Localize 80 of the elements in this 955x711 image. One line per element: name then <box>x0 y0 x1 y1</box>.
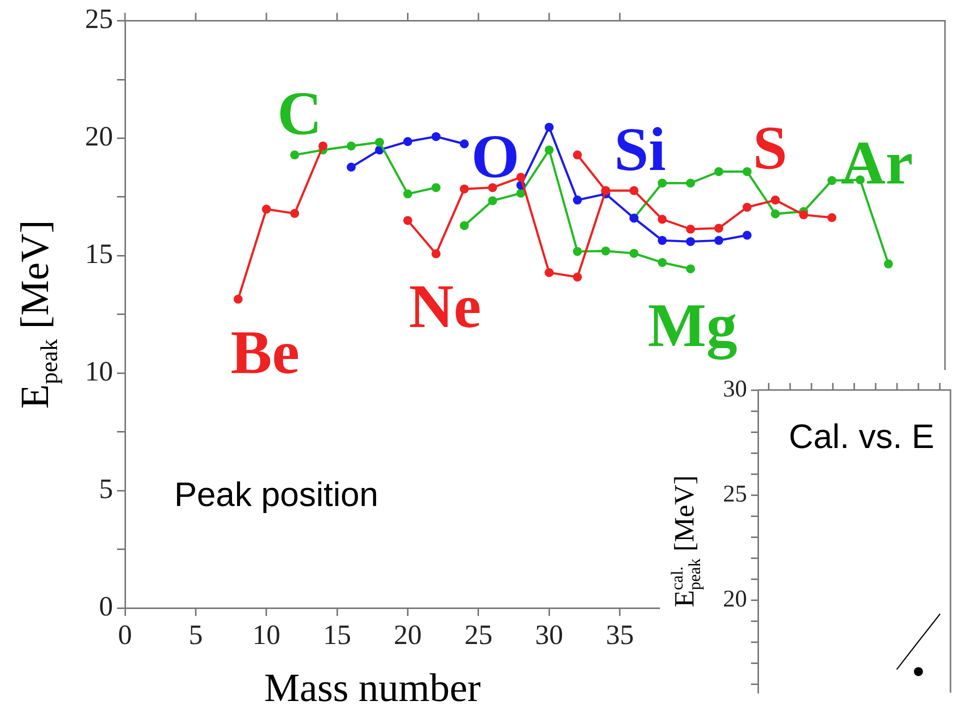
point <box>234 294 243 304</box>
point <box>714 224 724 233</box>
series-label: Mg <box>648 292 738 360</box>
point <box>432 249 441 258</box>
y-tick-label: 0 <box>99 591 113 622</box>
point <box>686 264 696 274</box>
point <box>658 178 667 188</box>
point <box>544 268 554 278</box>
point <box>346 141 356 150</box>
series-label: Ne <box>408 272 482 341</box>
point <box>629 186 638 196</box>
point <box>742 230 752 240</box>
point <box>658 236 667 245</box>
point <box>403 216 412 225</box>
y-axis-title: Epeak [MeV] <box>12 220 63 409</box>
x-tick-label: 15 <box>323 620 352 652</box>
point <box>770 209 780 218</box>
point <box>714 167 724 176</box>
point <box>770 196 780 205</box>
y-tick-label: 20 <box>85 122 113 153</box>
point <box>884 259 893 268</box>
point <box>432 132 441 142</box>
point <box>290 208 300 218</box>
point <box>742 202 752 212</box>
series-label: Si <box>614 116 666 184</box>
point <box>290 150 300 160</box>
x-axis-title: Mass number <box>264 665 481 710</box>
x-tick-label: 5 <box>188 620 203 652</box>
y-tick-label: 10 <box>85 356 113 388</box>
x-tick-label: 30 <box>535 620 564 652</box>
y-tick-label: 20 <box>723 586 747 612</box>
point <box>460 221 469 230</box>
y-tick-label: 25 <box>85 4 113 36</box>
y-tick-label: 25 <box>723 481 747 508</box>
point <box>572 196 582 205</box>
series-label: O <box>471 122 520 191</box>
point <box>658 258 667 267</box>
point <box>432 183 441 192</box>
point <box>488 183 498 192</box>
y-axis-title: Ecal.peak [MeV] <box>667 475 704 608</box>
point <box>262 204 271 214</box>
point <box>488 196 498 206</box>
point <box>686 224 696 234</box>
point <box>601 246 610 256</box>
point <box>544 145 554 154</box>
point <box>516 172 526 182</box>
series-label: Ar <box>840 130 914 198</box>
point <box>714 236 724 245</box>
point <box>658 214 667 224</box>
point <box>460 139 469 148</box>
x-tick-label: 0 <box>118 620 132 652</box>
point <box>629 248 638 258</box>
y-tick-label: 5 <box>99 474 113 505</box>
series-label: Be <box>230 319 300 388</box>
point <box>686 178 696 188</box>
annotation: Cal. vs. E <box>788 418 934 456</box>
x-tick-label: 35 <box>606 620 634 652</box>
point <box>318 141 328 150</box>
point <box>403 189 412 198</box>
series-label: S <box>752 114 788 182</box>
point <box>572 246 582 256</box>
series-label: C <box>277 80 322 148</box>
point <box>742 167 752 176</box>
point <box>544 122 554 132</box>
point <box>572 150 582 160</box>
annotation: Peak position <box>174 476 378 514</box>
x-tick-label: 25 <box>464 620 492 652</box>
y-tick-label: 15 <box>85 239 113 270</box>
point <box>460 184 469 194</box>
point <box>346 162 356 172</box>
point <box>572 272 582 282</box>
point <box>686 237 696 246</box>
point <box>799 210 808 220</box>
point <box>374 138 384 147</box>
x-tick-label: 10 <box>252 620 280 652</box>
y-tick-label: 30 <box>723 376 747 402</box>
point <box>827 176 836 186</box>
point <box>827 213 836 222</box>
point <box>403 137 412 146</box>
x-tick-label: 20 <box>394 620 422 652</box>
